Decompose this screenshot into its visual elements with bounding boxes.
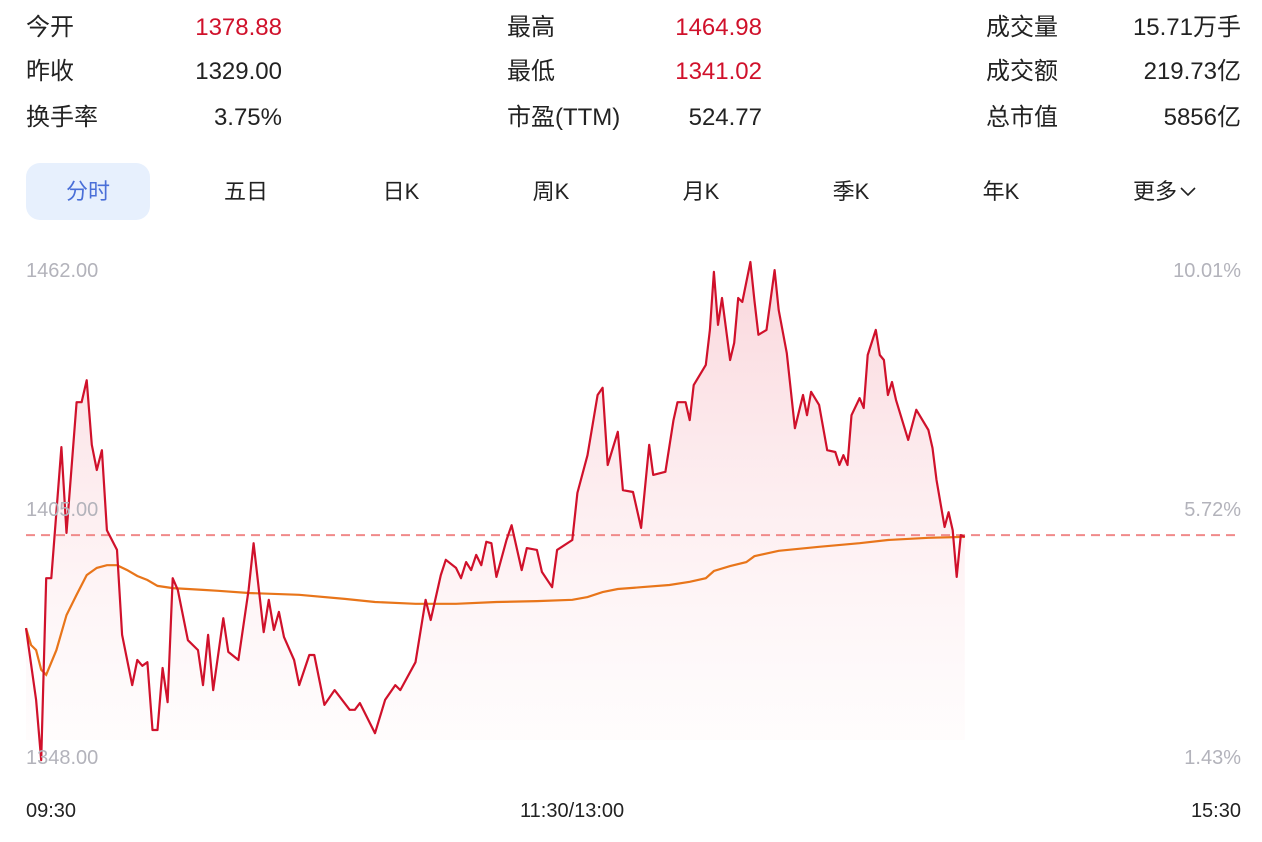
stat-value-volume: 15.71万手 bbox=[1132, 14, 1241, 41]
stat-label-prev-close: 昨收 bbox=[26, 58, 74, 85]
tab-more[interactable]: 更多 bbox=[1102, 163, 1226, 220]
stat-value-turnover-rate: 3.75% bbox=[213, 104, 282, 131]
stat-value-market-cap: 5856亿 bbox=[1163, 104, 1241, 131]
y-tick-left-bottom: 1348.00 bbox=[26, 747, 99, 769]
stat-label-volume: 成交量 bbox=[986, 14, 1058, 41]
stat-label-amount: 成交额 bbox=[986, 58, 1058, 85]
stat-label-pe: 市盈(TTM) bbox=[507, 104, 621, 131]
stat-value-low: 1341.02 bbox=[675, 58, 762, 85]
stat-label-high: 最高 bbox=[507, 14, 555, 41]
price-area-fill bbox=[26, 262, 965, 761]
stat-value-amount: 219.73亿 bbox=[1143, 58, 1241, 85]
stat-value-pe: 524.77 bbox=[688, 104, 762, 131]
stat-value-high: 1464.98 bbox=[675, 14, 762, 41]
stat-label-low: 最低 bbox=[507, 58, 555, 85]
x-tick-close: 15:30 bbox=[1190, 800, 1241, 822]
x-tick-midday: 11:30/13:00 bbox=[520, 800, 625, 822]
y-tick-left-top: 1462.00 bbox=[26, 260, 99, 282]
tab-more-label: 更多 bbox=[1132, 179, 1177, 204]
stat-value-prev-close: 1329.00 bbox=[195, 58, 282, 85]
stat-label-open: 今开 bbox=[26, 14, 74, 41]
stat-label-market-cap: 总市值 bbox=[986, 104, 1058, 131]
stat-label-turnover-rate: 换手率 bbox=[26, 104, 98, 131]
tab-five-day[interactable]: 五日 bbox=[223, 179, 268, 204]
average-price-line bbox=[24, 535, 965, 677]
tab-monthly-k[interactable]: 月K bbox=[682, 179, 720, 204]
chevron-down-icon bbox=[1180, 187, 1196, 197]
y-tick-right-top: 10.01% bbox=[1173, 260, 1241, 282]
stat-value-open: 1378.88 bbox=[195, 14, 282, 41]
tab-daily-k[interactable]: 日K bbox=[382, 179, 420, 204]
x-tick-open: 09:30 bbox=[26, 800, 77, 822]
y-tick-left-mid: 1405.00 bbox=[26, 499, 99, 521]
tab-quarterly-k[interactable]: 季K bbox=[832, 179, 870, 204]
y-tick-right-bottom: 1.43% bbox=[1184, 747, 1241, 769]
price-line bbox=[24, 260, 966, 762]
tab-yearly-k[interactable]: 年K bbox=[982, 179, 1020, 204]
y-tick-right-mid: 5.72% bbox=[1184, 499, 1241, 521]
tab-intraday[interactable]: 分时 bbox=[26, 163, 150, 220]
tab-weekly-k[interactable]: 周K bbox=[532, 179, 570, 204]
